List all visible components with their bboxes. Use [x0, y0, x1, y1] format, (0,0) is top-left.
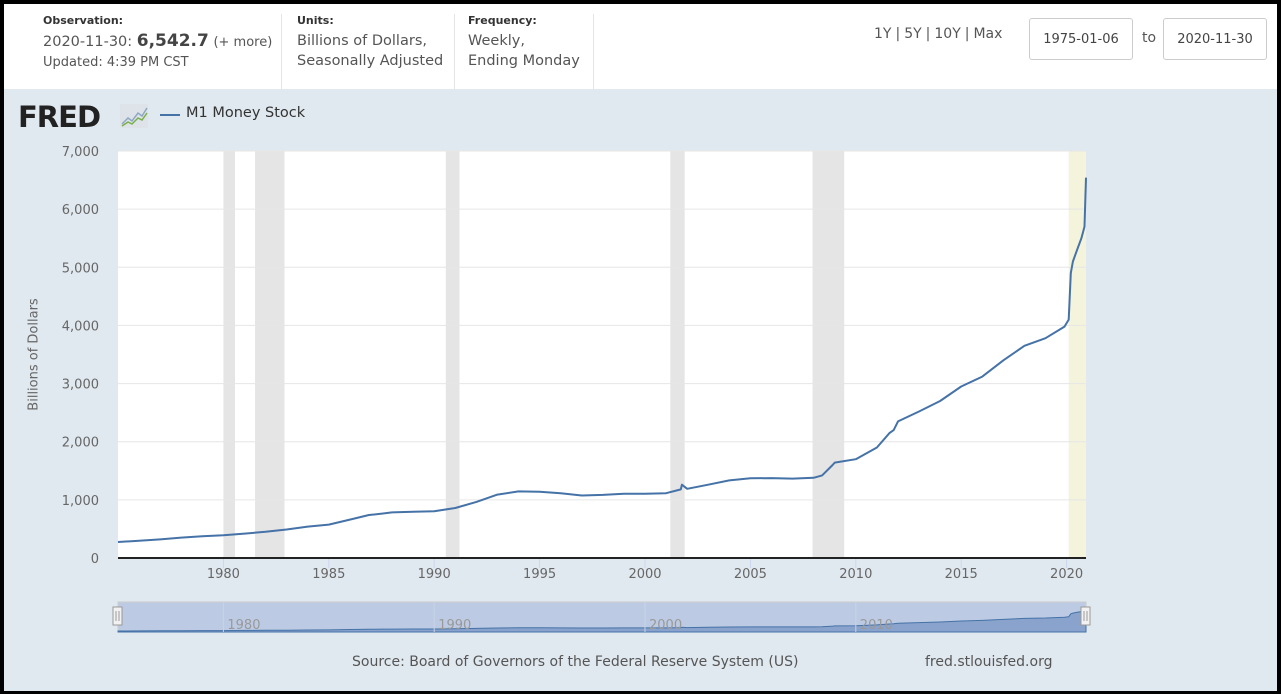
navigator-label: 2000 — [649, 618, 682, 633]
chart-line-icon — [120, 104, 148, 128]
observation-date: 2020-11-30: — [43, 34, 133, 50]
observation-value-line: 2020-11-30: 6,542.7 (+ more) — [43, 31, 281, 53]
frequency-label: Frequency: — [468, 14, 537, 27]
y-tick-label: 7,000 — [62, 145, 99, 160]
x-tick-label: 1980 — [207, 567, 240, 582]
range-selector: 1Y | 5Y | 10Y | Max — [874, 26, 1002, 42]
y-tick-label: 2,000 — [62, 436, 99, 451]
navigator-left-handle[interactable] — [112, 606, 123, 626]
navigator[interactable]: 1980 1990 2000 2010 — [112, 601, 1091, 633]
observation-label: Observation: — [43, 14, 124, 27]
recession-band — [812, 151, 845, 558]
site-link[interactable]: fred.stlouisfed.org — [925, 654, 1053, 670]
observation-panel: Observation: 2020-11-30: 6,542.7 (+ more… — [4, 14, 282, 89]
updated-time: Updated: 4:39 PM CST — [43, 55, 189, 70]
recession-band — [670, 151, 685, 558]
end-date-input[interactable]: 2020-11-30 — [1163, 18, 1267, 60]
range-separator: | — [964, 26, 970, 42]
frequency-line-2: Ending Monday — [468, 53, 580, 69]
navigator-label: 1990 — [438, 618, 471, 633]
frequency-line-1: Weekly, — [468, 33, 525, 49]
range-max-button[interactable]: Max — [973, 26, 1003, 42]
y-tick-label: 3,000 — [62, 378, 99, 393]
to-label: to — [1142, 30, 1157, 46]
series-line-m1-money-stock — [117, 177, 1087, 543]
y-tick-label: 0 — [91, 552, 99, 567]
y-tick-label: 5,000 — [62, 261, 99, 276]
range-separator: | — [895, 26, 901, 42]
units-label: Units: — [297, 14, 334, 27]
header-bar: Observation: 2020-11-30: 6,542.7 (+ more… — [4, 4, 1277, 89]
y-tick-label: 1,000 — [62, 494, 99, 509]
recession-band — [445, 151, 460, 558]
navigator-right-handle[interactable] — [1080, 606, 1091, 626]
chart: 0 1,000 2,000 3,000 4,000 5,000 6,000 7,000 198… — [62, 145, 1091, 633]
x-tick-label: 2000 — [628, 567, 661, 582]
units-line-2: Seasonally Adjusted — [297, 53, 444, 69]
x-tick-label: 1985 — [312, 567, 345, 582]
x-tick-label: 1990 — [418, 567, 451, 582]
fred-logo[interactable]: FRED — [18, 100, 101, 134]
x-tick-label: 2010 — [839, 567, 872, 582]
range-10y-button[interactable]: 10Y — [934, 26, 961, 42]
x-tick-label: 2020 — [1050, 567, 1083, 582]
y-tick-label: 4,000 — [62, 319, 99, 334]
source-note: Source: Board of Governors of the Federa… — [352, 654, 799, 670]
recession-band — [255, 151, 285, 558]
legend-entry[interactable]: M1 Money Stock — [186, 105, 306, 121]
frequency-panel: Frequency: Weekly, Ending Monday — [455, 14, 594, 89]
navigator-series — [117, 607, 1087, 633]
start-date-input[interactable]: 1975-01-06 — [1029, 18, 1133, 60]
legend-swatch — [160, 114, 180, 116]
fred-graph-window: Observation: 2020-11-30: 6,542.7 (+ more… — [4, 4, 1277, 691]
x-tick-label: 2015 — [945, 567, 978, 582]
more-link[interactable]: (+ more) — [213, 35, 273, 50]
y-tick-label: 6,000 — [62, 203, 99, 218]
navigator-label: 1980 — [227, 618, 260, 633]
x-tick-label: 1995 — [523, 567, 556, 582]
range-separator: | — [925, 26, 931, 42]
units-panel: Units: Billions of Dollars, Seasonally A… — [282, 14, 455, 89]
highlight-band — [1068, 151, 1086, 558]
x-tick-label: 2005 — [734, 567, 767, 582]
units-line-1: Billions of Dollars, — [297, 33, 427, 49]
navigator-label: 2010 — [860, 618, 893, 633]
recession-band — [223, 151, 235, 558]
range-5y-button[interactable]: 5Y — [904, 26, 922, 42]
observation-value: 6,542.7 — [136, 31, 209, 51]
range-1y-button[interactable]: 1Y — [874, 26, 892, 42]
